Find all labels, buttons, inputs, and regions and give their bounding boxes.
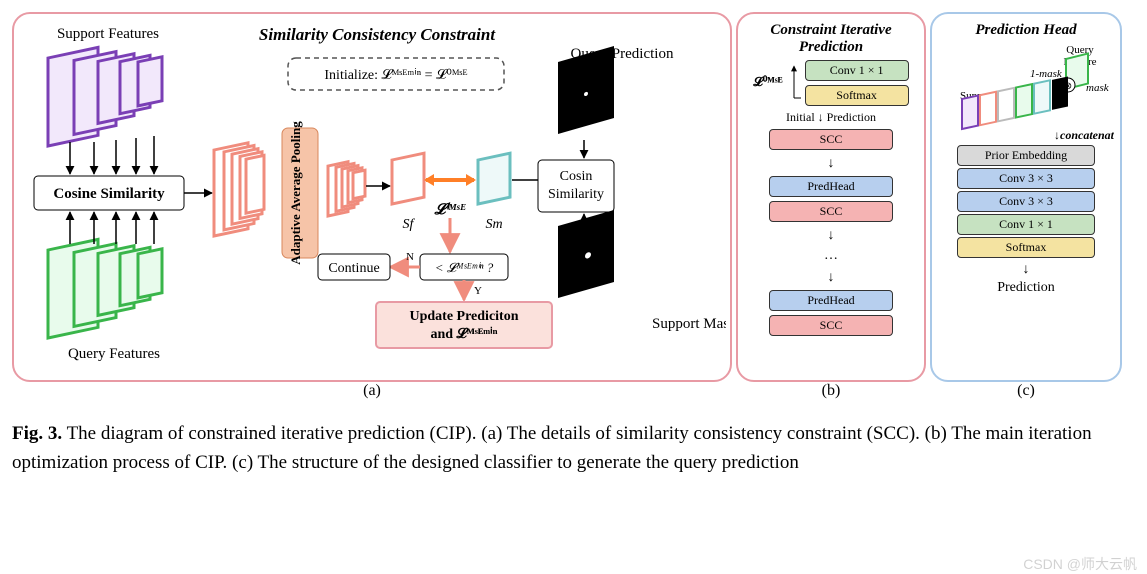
b-scc-3: SCC (769, 315, 893, 336)
panel-c-title: Prediction Head (975, 22, 1076, 39)
sm-label: Sm (485, 217, 502, 232)
svg-text:< 𝓛ᴹˢᴱᵐⁱⁿ ?: < 𝓛ᴹˢᴱᵐⁱⁿ ? (435, 260, 494, 275)
arrow-icon (1023, 260, 1030, 278)
sub-labels: (a) (b) (c) (12, 382, 1135, 400)
c-pred: Prediction (997, 280, 1055, 296)
query-features (48, 226, 162, 338)
svg-text:and 𝓛ᴹˢᴱᵐⁱⁿ: and 𝓛ᴹˢᴱᵐⁱⁿ (430, 326, 497, 342)
b-predhead-1: PredHead (769, 176, 893, 197)
sub-a: (a) (12, 382, 732, 400)
sub-b: (b) (736, 382, 926, 400)
panel-c: Prediction Head Query Feature 1-mask mas… (930, 12, 1122, 382)
svg-text:Query: Query (1066, 44, 1094, 56)
support-mask-tile (558, 210, 614, 298)
panel-a: Support Features Similarity Consistency … (12, 12, 732, 382)
query-pred-tile (558, 46, 614, 134)
b-initial: Initial ↓ Prediction (786, 110, 876, 125)
support-mask-label: Support Mask (652, 316, 726, 332)
c-conv33-1: Conv 3 × 3 (957, 168, 1095, 189)
b-softmax: Softmax (805, 85, 909, 106)
c-softmax: Softmax (957, 237, 1095, 258)
init-text: Initialize: 𝓛ᴹˢᴱᵐⁱⁿ = 𝓛⁰ᴹˢᴱ (324, 67, 467, 83)
c-prior: Prior Embedding (957, 145, 1095, 166)
caption: Fig. 3. The diagram of constrained itera… (12, 420, 1135, 477)
lmse0: 𝓛⁰ᴹˢᴱ (753, 74, 782, 90)
query-label: Query Features (68, 346, 160, 362)
sub-c: (c) (930, 382, 1122, 400)
b-scc-1: SCC (769, 129, 893, 150)
ellipsis: … (824, 248, 838, 264)
sf-label: Sf (403, 217, 416, 232)
arrow-icon (828, 226, 835, 244)
similarity-maps (214, 139, 264, 236)
aap-label: Adaptive Average Pooling (288, 121, 303, 265)
sm-tile (478, 153, 510, 204)
aap-out-maps (328, 158, 365, 216)
check-diamond: < 𝓛ᴹˢᴱᵐⁱⁿ ? (420, 254, 508, 280)
svg-text:Update Prediciton: Update Prediciton (409, 309, 518, 324)
b-scc-2: SCC (769, 201, 893, 222)
arrow-icon (828, 154, 835, 172)
figure-row: Support Features Similarity Consistency … (12, 12, 1135, 382)
svg-text:1-mask: 1-mask (1030, 68, 1063, 80)
panel-a-svg: Support Features Similarity Consistency … (22, 22, 726, 376)
sf-tile (392, 153, 424, 204)
b-predhead-2: PredHead (769, 290, 893, 311)
cosin-l1: Cosin (560, 169, 593, 184)
arrow-icon (828, 268, 835, 286)
svg-text:↓concatenation: ↓concatenation (1054, 128, 1114, 142)
caption-text: The diagram of constrained iterative pre… (12, 423, 1092, 473)
panel-a-title: Similarity Consistency Constraint (259, 25, 496, 44)
panel-c-top: Query Feature 1-mask mask ⊗ Support ↓con… (938, 41, 1114, 143)
support-features (48, 34, 162, 146)
support-label: Support Features (57, 26, 159, 42)
continue-label: Continue (328, 261, 379, 276)
c-conv11: Conv 1 × 1 (957, 214, 1095, 235)
watermark: CSDN @师大云帆 (1023, 554, 1137, 574)
svg-text:Y: Y (474, 285, 482, 297)
cosine-label: Cosine Similarity (53, 186, 165, 202)
cosin-l2: Similarity (548, 187, 604, 202)
c-conv33-2: Conv 3 × 3 (957, 191, 1095, 212)
lmse-i: 𝓛ⁱᴹˢᴱ (434, 202, 467, 218)
svg-text:mask: mask (1086, 82, 1110, 94)
panel-b-title: Constraint IterativePrediction (770, 22, 891, 56)
cosin-box (538, 160, 614, 212)
b-conv11: Conv 1 × 1 (805, 60, 909, 81)
svg-text:N: N (406, 251, 414, 263)
panel-b: Constraint IterativePrediction 𝓛⁰ᴹˢᴱ Con… (736, 12, 926, 382)
